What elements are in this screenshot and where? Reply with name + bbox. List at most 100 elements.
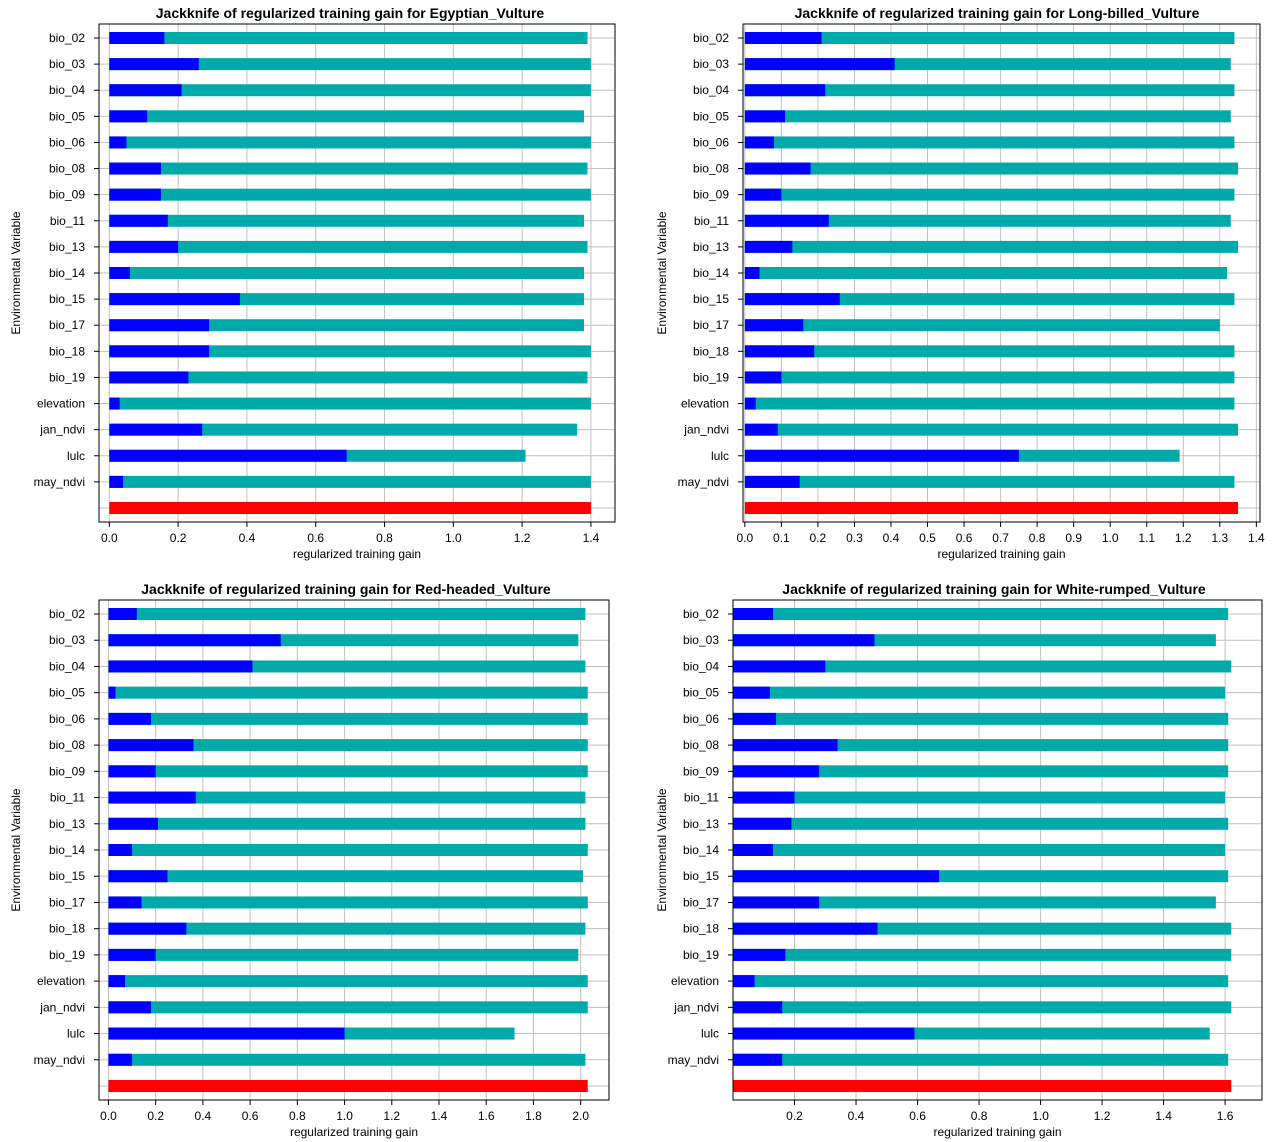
bar-only-variable <box>108 712 151 725</box>
bar-without-variable <box>108 844 588 856</box>
category-label: bio_02 <box>683 607 719 621</box>
bar-without-variable <box>744 397 1235 410</box>
category-label: bio_14 <box>693 266 729 280</box>
bar-without-variable <box>744 84 1235 97</box>
x-tick-label: 1.0 <box>336 1109 353 1123</box>
category-label: bio_05 <box>49 109 85 123</box>
category-label: bio_04 <box>49 83 85 97</box>
bar-only-variable <box>744 293 840 306</box>
bar-without-variable <box>109 240 588 253</box>
category-label: bio_06 <box>49 712 85 726</box>
x-axis-label: regularized training gain <box>293 547 421 561</box>
category-label: bio_18 <box>683 922 719 936</box>
category-label: bio_18 <box>49 344 85 358</box>
bar-only-variable <box>733 1001 783 1014</box>
bar-only-variable <box>744 319 804 332</box>
bar-only-variable <box>744 162 811 175</box>
chart-long-billed-vulture: Jackknife of regularized training gain f… <box>646 0 1272 570</box>
bar-only-variable <box>108 1001 151 1014</box>
bar-only-variable <box>733 817 792 830</box>
plot-frame <box>98 599 610 1101</box>
category-label: jan_ndvi <box>39 423 85 437</box>
x-tick-label: 0.2 <box>170 531 187 545</box>
category-label: lulc <box>711 449 729 463</box>
x-axis-label: regularized training gain <box>933 1125 1061 1139</box>
category-label: jan_ndvi <box>683 423 729 437</box>
category-label: bio_04 <box>693 83 729 97</box>
category-label: bio_06 <box>683 712 719 726</box>
bar-without-variable <box>744 188 1235 201</box>
x-tick-label: 0.6 <box>956 531 973 545</box>
bar-only-variable <box>744 449 1019 462</box>
category-label: bio_19 <box>49 370 85 384</box>
bar-without-variable <box>733 712 1229 725</box>
category-label: bio_19 <box>683 948 719 962</box>
category-label: jan_ndvi <box>673 1000 719 1014</box>
bar-all-variables <box>108 1080 588 1092</box>
bar-without-variable <box>744 267 1228 279</box>
bar-without-variable <box>109 319 585 332</box>
bar-without-variable <box>733 686 1226 699</box>
category-label: elevation <box>671 974 719 988</box>
x-tick-label: 0.3 <box>846 531 863 545</box>
bar-without-variable <box>744 319 1220 332</box>
bar-only-variable <box>109 293 241 306</box>
x-tick-label: 1.3 <box>1211 531 1228 545</box>
y-axis-label: Environmental Variable <box>9 211 23 335</box>
bar-without-variable <box>733 844 1226 856</box>
bar-only-variable <box>744 240 793 253</box>
bar-without-variable <box>108 1053 586 1066</box>
bar-without-variable <box>744 32 1235 44</box>
category-label: bio_15 <box>683 869 719 883</box>
bar-without-variable <box>744 162 1239 175</box>
bar-only-variable <box>733 739 838 752</box>
bar-only-variable <box>744 397 756 410</box>
bar-without-variable <box>744 475 1235 488</box>
bar-only-variable <box>109 319 210 332</box>
category-label: elevation <box>37 397 85 411</box>
x-tick-label: 1.8 <box>525 1109 542 1123</box>
category-label: elevation <box>681 397 729 411</box>
bar-without-variable <box>109 397 591 410</box>
x-tick-label: 0.0 <box>100 1109 117 1123</box>
bar-only-variable <box>108 948 156 961</box>
bar-only-variable <box>733 712 777 725</box>
bar-without-variable <box>108 686 588 699</box>
bar-only-variable <box>108 765 156 778</box>
x-tick-label: 0.2 <box>786 1109 803 1123</box>
x-tick-label: 1.0 <box>1032 1109 1049 1123</box>
category-label: bio_03 <box>49 57 85 71</box>
x-tick-label: 0.0 <box>736 531 753 545</box>
bar-without-variable <box>109 423 578 436</box>
category-label: bio_03 <box>683 633 719 647</box>
x-tick-label: 2.0 <box>572 1109 589 1123</box>
category-label: bio_05 <box>683 686 719 700</box>
x-tick-label: 0.7 <box>992 531 1009 545</box>
bar-without-variable <box>744 240 1239 253</box>
bar-only-variable <box>733 870 940 883</box>
x-tick-label: 1.1 <box>1138 531 1155 545</box>
category-label: bio_09 <box>693 188 729 202</box>
bar-without-variable <box>744 136 1235 149</box>
chart-svg: Jackknife of regularized training gain f… <box>9 581 610 1139</box>
bar-without-variable <box>108 975 588 988</box>
bar-only-variable <box>108 922 187 935</box>
category-label: bio_08 <box>49 738 85 752</box>
y-axis-label: Environmental Variable <box>655 788 669 912</box>
bar-only-variable <box>733 1027 915 1040</box>
bar-without-variable <box>108 765 588 778</box>
bar-only-variable <box>108 608 137 620</box>
bar-only-variable <box>108 870 168 883</box>
bar-only-variable <box>109 267 130 279</box>
bar-only-variable <box>109 32 165 44</box>
x-tick-label: 1.0 <box>445 531 462 545</box>
bar-without-variable <box>108 1001 588 1014</box>
bar-only-variable <box>733 975 755 988</box>
x-tick-label: 0.6 <box>242 1109 259 1123</box>
category-label: bio_17 <box>683 895 719 909</box>
x-tick-label: 0.4 <box>883 531 900 545</box>
x-tick-label: 1.2 <box>383 1109 400 1123</box>
bar-only-variable <box>109 58 199 71</box>
bar-only-variable <box>744 371 782 384</box>
category-label: jan_ndvi <box>39 1000 85 1014</box>
